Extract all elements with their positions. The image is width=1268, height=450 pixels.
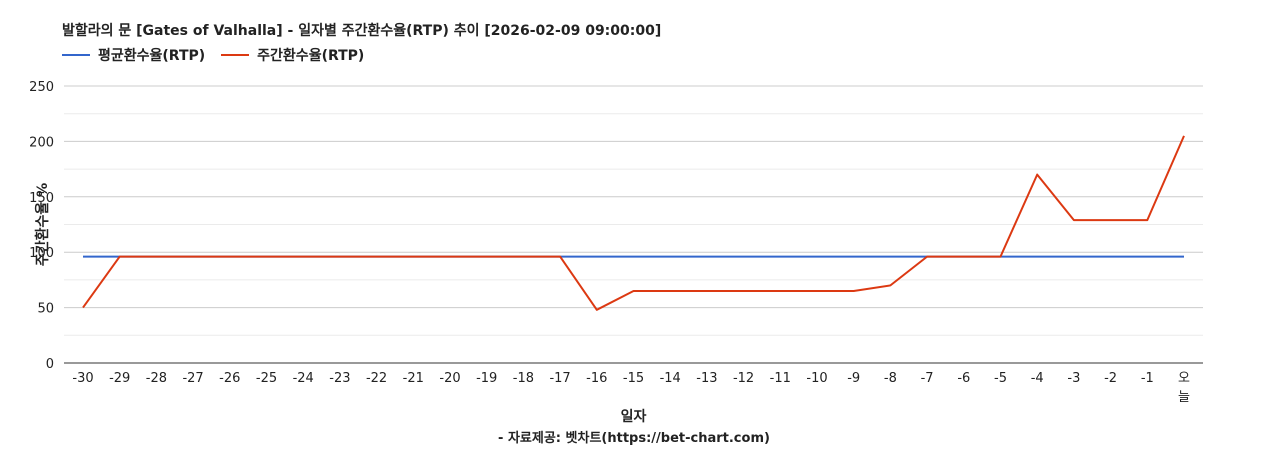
source-credit: - 자료제공: 벳차트(https://bet-chart.com) — [498, 431, 770, 446]
y-tick-label: 100 — [29, 246, 54, 261]
y-tick-label: 150 — [29, 191, 54, 206]
legend-label-average: 평균환수율(RTP) — [98, 48, 206, 64]
x-tick-label: -16 — [586, 371, 607, 386]
x-tick-label: -11 — [770, 371, 791, 386]
y-tick-label: 200 — [29, 135, 54, 150]
y-tick-label: 0 — [46, 357, 54, 372]
x-tick-label: -10 — [806, 371, 827, 386]
y-tick-label: 50 — [37, 302, 54, 317]
series-line-1 — [82, 135, 1185, 311]
x-tick-label: -13 — [696, 371, 717, 386]
x-tick-label: -5 — [994, 371, 1007, 386]
x-tick-label: -3 — [1067, 371, 1080, 386]
x-tick-label: -22 — [366, 371, 387, 386]
x-tick-label: -19 — [476, 371, 497, 386]
legend: 평균환수율(RTP) 주간환수율(RTP) — [62, 45, 380, 65]
x-tick-label: 늘 — [1178, 390, 1190, 405]
x-tick-label: 오 — [1178, 371, 1190, 386]
x-tick-label: -2 — [1104, 371, 1117, 386]
legend-swatch-average — [62, 54, 90, 56]
x-tick-label: -1 — [1141, 371, 1154, 386]
x-tick-label: -15 — [623, 371, 644, 386]
y-tick-label: 250 — [29, 80, 54, 95]
x-tick-label: -29 — [109, 371, 130, 386]
x-tick-label: -9 — [847, 371, 860, 386]
x-tick-label: -14 — [660, 371, 681, 386]
line-chart: 0 50 100 150 200 250 -30 -29 -28 -27 -26 -25 -24 -23 -… — [29, 80, 1203, 425]
x-tick-label: -8 — [884, 371, 897, 386]
x-tick-label: -4 — [1031, 371, 1044, 386]
x-tick-label: -18 — [513, 371, 534, 386]
legend-swatch-weekly — [221, 54, 250, 56]
x-tick-label: -20 — [439, 371, 460, 386]
x-tick-label: -23 — [329, 371, 350, 386]
legend-entry-average[interactable]: 평균환수율(RTP) — [62, 45, 205, 65]
legend-entry-weekly[interactable]: 주간환수율(RTP) — [221, 45, 364, 65]
x-tick-label: -30 — [72, 371, 93, 386]
x-tick-label: -25 — [256, 371, 277, 386]
legend-label-weekly: 주간환수율(RTP) — [257, 48, 365, 64]
x-tick-label: -17 — [549, 371, 570, 386]
x-tick-label: -27 — [182, 371, 203, 386]
x-tick-label: -24 — [293, 371, 314, 386]
y-axis-title: 주간환수율 % — [34, 183, 51, 266]
chart-title: 발할라의 문 [Gates of Valhalla] - 일자별 주간환수율(R… — [62, 23, 662, 39]
x-tick-label: -6 — [957, 371, 970, 386]
x-tick-label: -7 — [921, 371, 934, 386]
x-tick-label: -28 — [146, 371, 167, 386]
x-axis-title: 일자 — [621, 409, 647, 425]
x-tick-label: -26 — [219, 371, 240, 386]
x-tick-label: -21 — [403, 371, 424, 386]
x-tick-label: -12 — [733, 371, 754, 386]
